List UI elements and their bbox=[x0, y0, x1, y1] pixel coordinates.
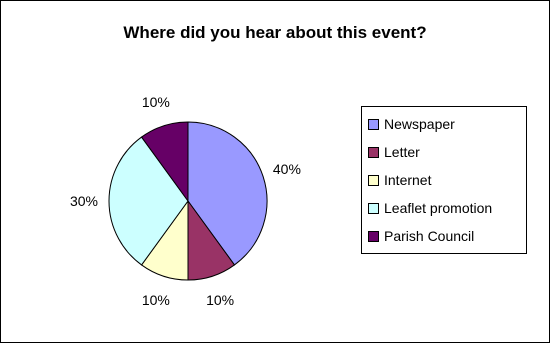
pie-slice-parish-council bbox=[140, 121, 189, 203]
pie-slice-leaflet-promotion bbox=[108, 136, 189, 266]
legend-item-letter: Letter bbox=[368, 142, 420, 162]
chart-title: Where did you hear about this event? bbox=[123, 23, 427, 42]
data-label-letter: 10% bbox=[206, 292, 234, 308]
legend-swatch-leaflet-promotion bbox=[368, 202, 379, 214]
legend-item-newspaper: Newspaper bbox=[368, 114, 455, 134]
pie-slice-newspaper bbox=[187, 121, 268, 266]
legend-label: Parish Council bbox=[384, 228, 475, 244]
legend-swatch-letter bbox=[368, 146, 379, 158]
data-label-newspaper: 40% bbox=[273, 161, 301, 177]
legend-item-leaflet-promotion: Leaflet promotion bbox=[368, 198, 492, 218]
legend-item-internet: Internet bbox=[368, 170, 431, 190]
legend-swatch-internet bbox=[368, 174, 379, 186]
legend-label: Internet bbox=[384, 172, 432, 188]
legend-swatch-parish-council bbox=[368, 230, 379, 242]
data-label-parish-council: 10% bbox=[142, 94, 170, 110]
legend-label: Leaflet promotion bbox=[384, 200, 493, 216]
legend-swatch-newspaper bbox=[368, 118, 379, 130]
legend-label: Letter bbox=[384, 144, 420, 160]
data-label-internet: 10% bbox=[142, 292, 170, 308]
legend: Newspaper Letter Internet Leaflet promot… bbox=[361, 106, 527, 254]
legend-label: Newspaper bbox=[384, 116, 455, 132]
legend-item-parish-council: Parish Council bbox=[368, 226, 474, 246]
data-label-leaflet-promotion: 30% bbox=[70, 193, 98, 209]
